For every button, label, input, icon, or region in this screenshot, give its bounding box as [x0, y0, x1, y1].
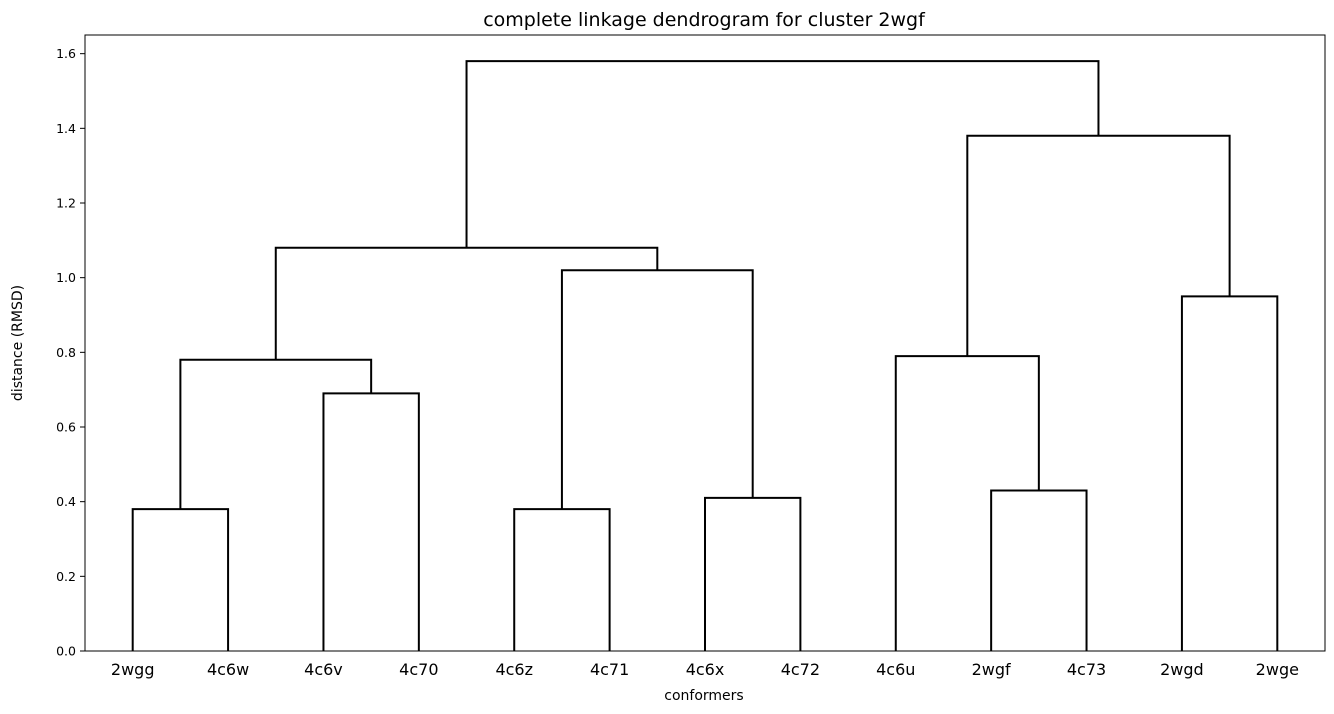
y-axis: 0.0 0.2 0.4 0.6 0.8 1.0 1.2 1.4 1.6 [56, 46, 85, 659]
x-axis-label: conformers [664, 688, 743, 704]
plot-frame [84, 34, 1326, 652]
chart-title: complete linkage dendrogram for cluster … [483, 9, 926, 31]
dendrogram-link [274, 246, 659, 360]
y-tick-label: 1.2 [56, 196, 76, 211]
x-tick-label: 2wgf [972, 660, 1011, 679]
dendrogram-link [560, 269, 754, 510]
y-tick-label: 0.6 [56, 420, 76, 435]
dendrogram-link [704, 496, 802, 651]
x-tick-label: 4c6x [686, 660, 725, 679]
x-tick-label: 4c70 [399, 660, 438, 679]
x-tick-label: 4c6u [876, 660, 915, 679]
dendrogram-link [1180, 295, 1279, 651]
dendrogram-links [131, 60, 1279, 651]
x-tick-label: 4c6w [207, 660, 249, 679]
x-tick-label: 4c6z [495, 660, 533, 679]
dendrogram-link [966, 134, 1231, 357]
y-tick-label: 0.4 [56, 494, 76, 509]
dendrogram-link [179, 358, 373, 510]
x-axis: 2wgg 4c6w 4c6v 4c70 4c6z 4c71 4c6x 4c72 4c6u 2wgf… [111, 660, 1299, 679]
dendrogram-link [465, 60, 1100, 248]
y-tick-label: 1.6 [56, 46, 76, 61]
x-tick-label: 2wgg [111, 660, 155, 679]
y-tick-label: 0.0 [56, 644, 76, 659]
x-tick-label: 2wgd [1160, 660, 1204, 679]
x-tick-label: 2wge [1256, 660, 1299, 679]
x-tick-label: 4c73 [1067, 660, 1106, 679]
x-tick-label: 4c6v [304, 660, 343, 679]
x-tick-label: 4c71 [590, 660, 629, 679]
y-axis-label: distance (RMSD) [10, 285, 26, 401]
y-tick-label: 0.2 [56, 569, 76, 584]
dendrogram-link [513, 508, 611, 651]
y-tick-label: 0.8 [56, 345, 76, 360]
y-tick-label: 1.0 [56, 270, 76, 285]
y-tick-label: 1.4 [56, 121, 76, 136]
dendrogram-link [894, 355, 1040, 651]
dendrogram-link [990, 489, 1088, 651]
dendrogram-link [322, 392, 420, 651]
dendrogram-link [131, 508, 230, 651]
x-tick-label: 4c72 [781, 660, 820, 679]
